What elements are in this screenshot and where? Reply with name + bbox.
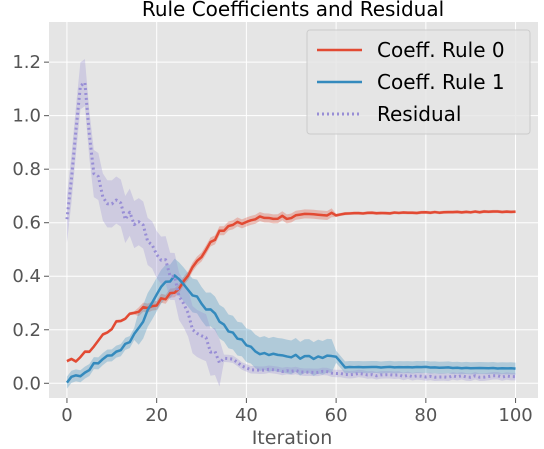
y-tick-label: 1.0 — [12, 106, 41, 127]
series-lines — [65, 81, 516, 384]
band-residual — [66, 59, 516, 387]
legend-label: Coeff. Rule 0 — [377, 38, 505, 62]
chart-title: Rule Coefficients and Residual — [142, 0, 444, 21]
y-tick-label: 0.8 — [12, 159, 41, 180]
x-tick-label: 20 — [145, 405, 168, 426]
y-tick-label: 1.2 — [12, 52, 41, 73]
x-tick-label: 100 — [498, 405, 532, 426]
line-residual — [65, 81, 516, 379]
x-tick-label: 80 — [414, 405, 437, 426]
legend-label: Coeff. Rule 1 — [377, 70, 505, 94]
band-coeff-rule-1 — [66, 258, 516, 389]
x-tick-label: 40 — [235, 405, 258, 426]
legend: Coeff. Rule 0 Coeff. Rule 1 Residual — [306, 29, 531, 135]
x-tick-label: 60 — [325, 405, 348, 426]
x-axis: 0 20 40 60 80 100 — [61, 398, 533, 426]
line-coeff-rule-0 — [66, 210, 516, 363]
x-tick-label: 0 — [61, 405, 72, 426]
confidence-bands — [66, 59, 516, 389]
y-tick-label: 0.2 — [12, 320, 41, 341]
y-tick-label: 0.0 — [12, 373, 41, 394]
y-axis: 0.0 0.2 0.4 0.6 0.8 1.0 1.2 — [12, 52, 49, 394]
y-tick-label: 0.6 — [12, 213, 41, 234]
legend-label: Residual — [377, 102, 461, 126]
legend-box — [306, 29, 531, 135]
x-axis-title: Iteration — [252, 427, 333, 449]
y-tick-label: 0.4 — [12, 266, 41, 287]
line-coeff-rule-1 — [65, 274, 516, 384]
